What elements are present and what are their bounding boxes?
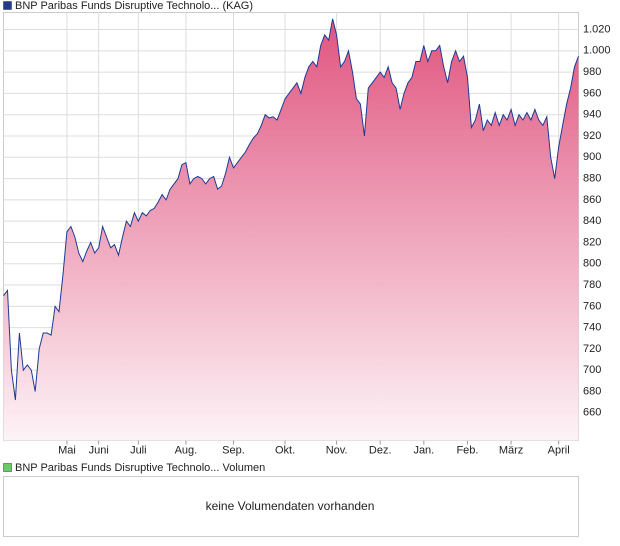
y-tick-label: 660: [583, 407, 601, 419]
y-tick-label: 680: [583, 385, 601, 397]
area: [3, 18, 579, 441]
legend-label: BNP Paribas Funds Disruptive Technolo...…: [15, 0, 253, 12]
legend-swatch: [3, 1, 12, 10]
x-tick-label: Mai: [58, 444, 76, 456]
y-tick-label: 800: [583, 258, 601, 270]
y-tick-label: 780: [583, 279, 601, 291]
y-tick-label: 900: [583, 151, 601, 163]
x-tick-label: März: [499, 444, 523, 456]
volume-frame: [3, 476, 579, 537]
volume-message: keine Volumendaten vorhanden: [206, 499, 375, 513]
y-tick-label: 960: [583, 87, 601, 99]
y-tick-label: 840: [583, 215, 601, 227]
x-tick-label: Aug.: [175, 444, 198, 456]
y-tick-label: 740: [583, 322, 601, 334]
legend-swatch: [3, 463, 12, 472]
y-tick-label: 720: [583, 343, 601, 355]
y-tick-label: 760: [583, 300, 601, 312]
line: [3, 18, 579, 401]
x-tick-label: Juli: [130, 444, 147, 456]
y-tick-label: 1.020: [583, 23, 611, 35]
x-tick-label: Sep.: [222, 444, 245, 456]
x-tick-label: Nov.: [326, 444, 348, 456]
y-tick-label: 920: [583, 130, 601, 142]
y-tick-label: 980: [583, 66, 601, 78]
x-tick-label: Jan.: [413, 444, 434, 456]
x-tick-label: Dez.: [369, 444, 392, 456]
y-tick-label: 860: [583, 194, 601, 206]
y-tick-label: 1.000: [583, 45, 611, 57]
volume-legend-label: BNP Paribas Funds Disruptive Technolo...…: [15, 462, 265, 474]
y-tick-label: 820: [583, 236, 601, 248]
y-tick-label: 880: [583, 172, 601, 184]
x-tick-label: Okt.: [275, 444, 295, 456]
x-tick-label: Feb.: [456, 444, 478, 456]
y-tick-label: 940: [583, 109, 601, 121]
x-tick-label: April: [548, 444, 570, 456]
y-tick-label: 700: [583, 364, 601, 376]
x-tick-label: Juni: [89, 444, 109, 456]
